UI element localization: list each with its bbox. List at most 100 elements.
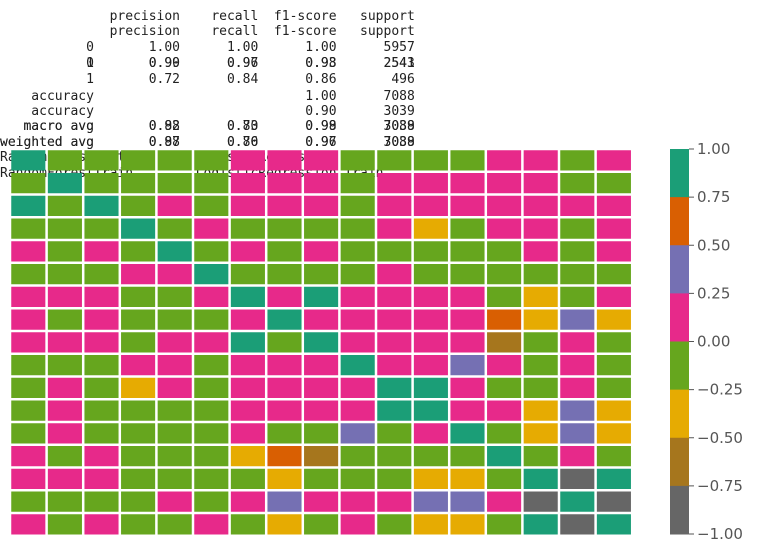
colorbar-tick-label: −1.00 (697, 525, 743, 543)
heatmap-cell-0-8 (304, 150, 339, 171)
heatmap-cell-15-3 (121, 491, 156, 512)
heatmap-cell-11-9 (340, 400, 375, 421)
heatmap-cell-15-8 (304, 491, 339, 512)
heatmap-cell-3-14 (523, 218, 558, 239)
heatmap-cell-9-0 (11, 355, 46, 376)
heatmap-cell-0-0 (11, 150, 46, 171)
heatmap-cell-11-10 (377, 400, 412, 421)
heatmap-cell-12-12 (450, 423, 485, 444)
heatmap-cell-1-1 (47, 173, 82, 194)
heatmap-cell-10-4 (157, 377, 192, 398)
heatmap-cell-6-9 (340, 286, 375, 307)
heatmap-cell-7-12 (450, 309, 485, 330)
heatmap-cell-6-11 (413, 286, 448, 307)
heatmap-cell-12-4 (157, 423, 192, 444)
heatmap-cell-16-1 (47, 514, 82, 535)
heatmap-cell-13-3 (121, 446, 156, 467)
heatmap-cell-6-10 (377, 286, 412, 307)
heatmap-cell-10-6 (230, 377, 265, 398)
heatmap-cell-12-0 (11, 423, 46, 444)
heatmap-cell-2-10 (377, 195, 412, 216)
heatmap-cell-14-2 (84, 468, 119, 489)
heatmap-cell-3-6 (230, 218, 265, 239)
heatmap-cell-5-7 (267, 264, 302, 285)
heatmap-cell-12-16 (596, 423, 631, 444)
heatmap-cell-8-11 (413, 332, 448, 353)
heatmap-cell-4-10 (377, 241, 412, 262)
heatmap-cell-0-6 (230, 150, 265, 171)
heatmap-cell-11-14 (523, 400, 558, 421)
colorbar-segment-brown (670, 437, 689, 487)
heatmap-cell-13-2 (84, 446, 119, 467)
heatmap-cell-10-2 (84, 377, 119, 398)
heatmap-cell-16-15 (560, 514, 595, 535)
heatmap-cell-9-13 (487, 355, 522, 376)
heatmap-cell-12-15 (560, 423, 595, 444)
heatmap-cell-6-6 (230, 286, 265, 307)
heatmap-cell-5-13 (487, 264, 522, 285)
heatmap-cell-5-1 (47, 264, 82, 285)
heatmap-cell-0-4 (157, 150, 192, 171)
heatmap-cell-3-7 (267, 218, 302, 239)
heatmap-cell-14-12 (450, 468, 485, 489)
heatmap-cell-4-3 (121, 241, 156, 262)
heatmap-cell-1-10 (377, 173, 412, 194)
heatmap-cell-7-1 (47, 309, 82, 330)
heatmap-cell-2-2 (84, 195, 119, 216)
heatmap-cell-12-14 (523, 423, 558, 444)
heatmap-cell-13-15 (560, 446, 595, 467)
heatmap-cell-5-14 (523, 264, 558, 285)
heatmap-cell-6-16 (596, 286, 631, 307)
heatmap-cell-5-12 (450, 264, 485, 285)
heatmap-cell-9-6 (230, 355, 265, 376)
heatmap-cell-16-5 (194, 514, 229, 535)
heatmap-cell-2-13 (487, 195, 522, 216)
heatmap-cell-11-2 (84, 400, 119, 421)
heatmap-cell-0-7 (267, 150, 302, 171)
heatmap-cell-9-16 (596, 355, 631, 376)
heatmap-cell-12-2 (84, 423, 119, 444)
heatmap-cell-12-10 (377, 423, 412, 444)
heatmap-cell-3-3 (121, 218, 156, 239)
heatmap-cell-10-13 (487, 377, 522, 398)
heatmap-cell-15-5 (194, 491, 229, 512)
heatmap-cell-0-11 (413, 150, 448, 171)
heatmap-cell-13-7 (267, 446, 302, 467)
colorbar-tick-label: 1.00 (697, 140, 730, 158)
heatmap-cell-10-8 (304, 377, 339, 398)
heatmap-cell-11-4 (157, 400, 192, 421)
heatmap-cell-7-9 (340, 309, 375, 330)
heatmap-cell-8-5 (194, 332, 229, 353)
heatmap-cell-0-15 (560, 150, 595, 171)
heatmap-cell-6-4 (157, 286, 192, 307)
colorbar-segment-magenta (670, 293, 689, 343)
heatmap-cell-15-1 (47, 491, 82, 512)
heatmap-cell-16-11 (413, 514, 448, 535)
heatmap-cell-4-8 (304, 241, 339, 262)
heatmap-cell-9-8 (304, 355, 339, 376)
heatmap-cell-13-4 (157, 446, 192, 467)
heatmap-cell-13-6 (230, 446, 265, 467)
colorbar-tick-label: −0.75 (697, 477, 743, 495)
heatmap-cell-1-11 (413, 173, 448, 194)
heatmap-cell-10-10 (377, 377, 412, 398)
heatmap-cell-10-3 (121, 377, 156, 398)
heatmap-cell-11-5 (194, 400, 229, 421)
heatmap-cell-16-7 (267, 514, 302, 535)
heatmap-cell-1-13 (487, 173, 522, 194)
heatmap-cell-15-0 (11, 491, 46, 512)
heatmap-cell-3-5 (194, 218, 229, 239)
heatmap-cell-9-10 (377, 355, 412, 376)
heatmap-cell-12-9 (340, 423, 375, 444)
heatmap-cell-15-2 (84, 491, 119, 512)
heatmap-cell-9-4 (157, 355, 192, 376)
heatmap-cell-4-4 (157, 241, 192, 262)
heatmap-cell-11-0 (11, 400, 46, 421)
heatmap-cell-5-3 (121, 264, 156, 285)
heatmap-cell-6-14 (523, 286, 558, 307)
colorbar-tick-label: −0.50 (697, 429, 743, 447)
heatmap-cell-10-11 (413, 377, 448, 398)
heatmap-cell-9-12 (450, 355, 485, 376)
heatmap-cell-15-10 (377, 491, 412, 512)
heatmap-cell-13-5 (194, 446, 229, 467)
